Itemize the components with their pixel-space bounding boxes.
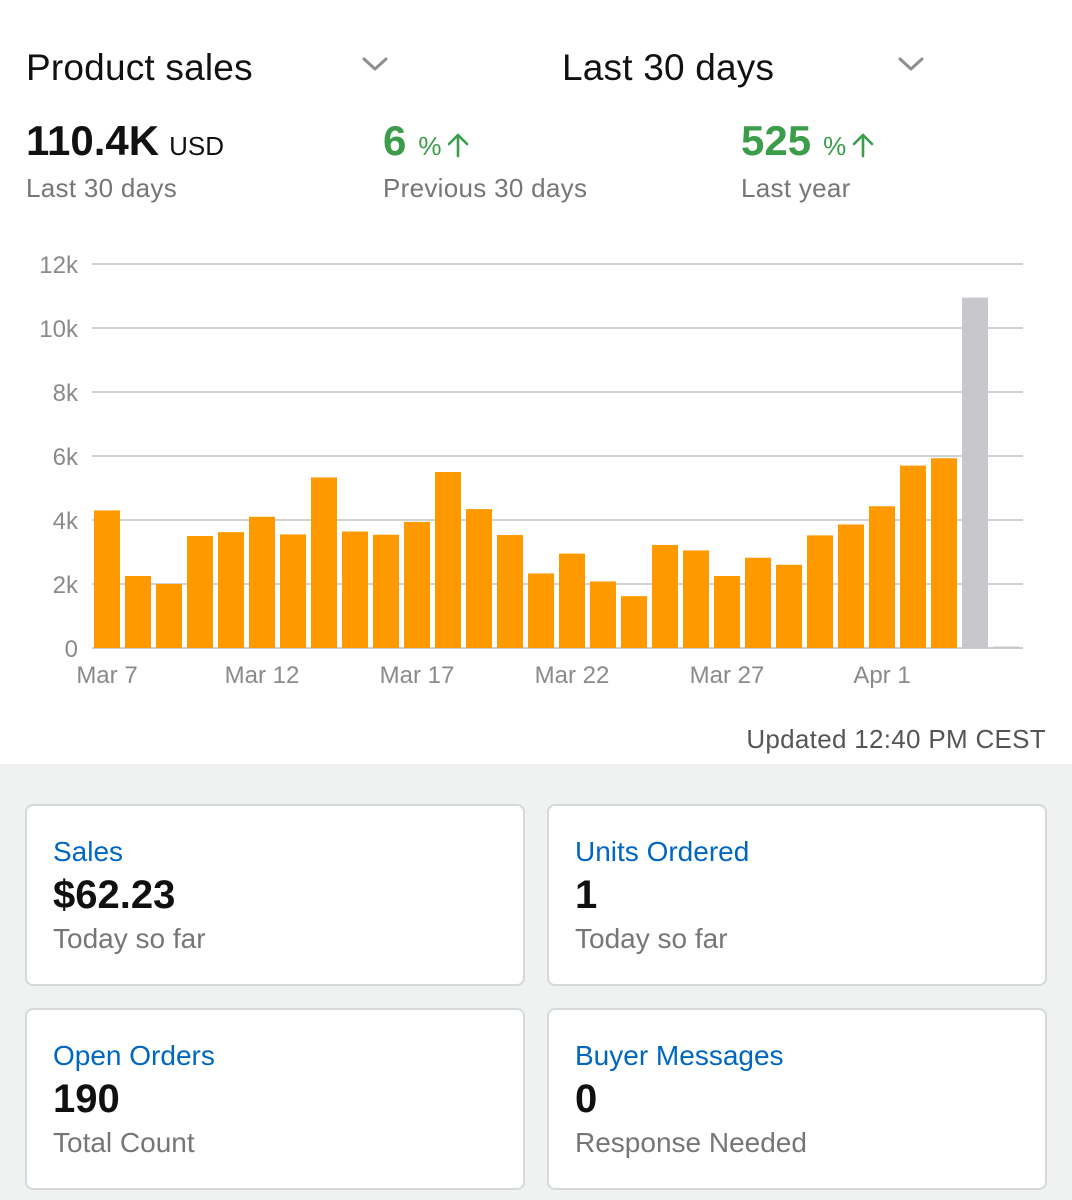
- arrow-up-icon: [448, 133, 469, 157]
- chart-bar-mar-25[interactable]: [652, 544, 678, 648]
- open-orders-card-value: 190: [53, 1077, 120, 1121]
- x-tick-label: Mar 7: [76, 662, 137, 689]
- chart-bar-apr-3[interactable]: [931, 458, 957, 648]
- date-range-dropdown-label: Last 30 days: [562, 47, 775, 88]
- buyer-messages-card-title: Buyer Messages: [575, 1040, 784, 1071]
- y-tick-label: 4k: [53, 508, 79, 535]
- chart-bar-mar-12[interactable]: [249, 516, 275, 648]
- y-tick-label: 8k: [53, 380, 79, 407]
- kpi-previous-label: Previous 30 days: [383, 173, 588, 203]
- x-tick-label: Mar 22: [535, 662, 610, 689]
- arrow-up-icon: [852, 133, 874, 157]
- date-range-dropdown[interactable]: Last 30 days: [562, 40, 932, 96]
- kpi-total-label: Last 30 days: [26, 173, 178, 203]
- kpi-total-value: 110.4K: [26, 117, 160, 164]
- chart-bar-mar-22[interactable]: [559, 553, 585, 648]
- units-ordered-card-title: Units Ordered: [575, 836, 750, 867]
- chart-bar-mar-13[interactable]: [280, 534, 306, 648]
- chart-bar-mar-14[interactable]: [311, 477, 337, 648]
- sales-card-subtitle: Today so far: [53, 923, 206, 954]
- metric-dropdown[interactable]: Product sales: [26, 40, 396, 96]
- chart-bar-mar-31[interactable]: [838, 524, 864, 648]
- kpi-previous-period: 6 % Previous 30 days: [383, 118, 587, 204]
- chart-bar-apr-1[interactable]: [869, 506, 895, 648]
- open-orders-card[interactable]: Open Orders 190 Total Count: [25, 1008, 525, 1190]
- chevron-down-icon: [362, 57, 388, 71]
- chart-bar-mar-17[interactable]: [404, 521, 430, 648]
- updated-timestamp: Updated 12:40 PM CEST: [746, 724, 1046, 754]
- kpi-last-year-value: 525: [741, 117, 812, 164]
- chart-bar-mar-26[interactable]: [683, 550, 709, 648]
- sales-card-title: Sales: [53, 836, 124, 867]
- kpi-total-value-row: 110.4K USD: [26, 118, 224, 169]
- chart-bar-apr-2[interactable]: [900, 465, 926, 648]
- buyer-messages-card[interactable]: Buyer Messages 0 Response Needed: [547, 1008, 1047, 1190]
- x-tick-label: Mar 17: [380, 662, 455, 689]
- summary-cards-area: Sales $62.23 Today so far Units Ordered …: [0, 764, 1072, 1200]
- chart-bar-mar-16[interactable]: [373, 534, 399, 648]
- chart-bar-mar-30[interactable]: [807, 535, 833, 648]
- y-tick-label: 6k: [53, 444, 79, 471]
- chart-y-axis-labels: 0 2k 4k 6k 8k 10k 12k: [39, 252, 79, 663]
- chart-bar-mar-23[interactable]: [590, 581, 616, 648]
- chart-bar-mar-11[interactable]: [218, 532, 244, 648]
- kpi-total-unit: USD: [169, 131, 225, 161]
- kpi-last-year-label: Last year: [741, 173, 851, 203]
- chart-bar-mar-15[interactable]: [342, 531, 368, 648]
- y-tick-label: 10k: [39, 316, 79, 343]
- x-tick-label: Mar 27: [690, 662, 765, 689]
- chart-bar-mar-19[interactable]: [466, 509, 492, 648]
- kpi-last-year-value-row: 525 %: [741, 118, 876, 169]
- chart-bar-apr-4[interactable]: [962, 297, 988, 648]
- sales-card-value: $62.23: [53, 873, 176, 917]
- chart-gridlines: [92, 263, 1023, 649]
- chart-bar-mar-18[interactable]: [435, 472, 461, 648]
- buyer-messages-card-subtitle: Response Needed: [575, 1127, 807, 1158]
- y-tick-label: 0: [65, 636, 78, 663]
- units-ordered-card[interactable]: Units Ordered 1 Today so far: [547, 804, 1047, 986]
- units-ordered-card-subtitle: Today so far: [575, 923, 728, 954]
- kpi-previous-value: 6: [383, 117, 407, 164]
- x-tick-label: Apr 1: [853, 662, 910, 689]
- chart-x-axis-labels: Mar 7 Mar 12 Mar 17 Mar 22 Mar 27 Apr 1: [76, 662, 910, 689]
- chart-bar-mar-24[interactable]: [621, 596, 647, 648]
- kpi-last-year-unit: %: [823, 131, 847, 161]
- x-tick-label: Mar 12: [225, 662, 300, 689]
- chart-bar-mar-28[interactable]: [745, 557, 771, 648]
- chart-bar-mar-20[interactable]: [497, 535, 523, 648]
- chart-bar-mar-29[interactable]: [776, 564, 802, 648]
- units-ordered-card-value: 1: [575, 873, 598, 917]
- chart-bar-mar-9[interactable]: [156, 584, 182, 648]
- chart-bar-mar-21[interactable]: [528, 573, 554, 648]
- sales-card[interactable]: Sales $62.23 Today so far: [25, 804, 525, 986]
- chart-bar-apr-5[interactable]: [993, 646, 1019, 649]
- open-orders-card-title: Open Orders: [53, 1040, 215, 1071]
- kpi-total-sales: 110.4K USD Last 30 days: [26, 118, 224, 204]
- kpi-last-year: 525 % Last year: [741, 118, 876, 204]
- chart-bars: [94, 297, 1019, 649]
- chart-bar-mar-10[interactable]: [187, 536, 213, 648]
- y-tick-label: 2k: [53, 572, 79, 599]
- dropdown-row: Product sales Last 30 days: [0, 40, 1072, 96]
- kpi-previous-value-row: 6 %: [383, 118, 587, 169]
- open-orders-card-subtitle: Total Count: [53, 1127, 195, 1158]
- chart-bar-mar-27[interactable]: [714, 576, 740, 648]
- chart-bar-mar-8[interactable]: [125, 576, 151, 648]
- chart-bar-mar-7[interactable]: [94, 510, 120, 648]
- kpi-previous-unit: %: [418, 131, 442, 161]
- metric-dropdown-label: Product sales: [26, 47, 253, 88]
- chevron-down-icon: [898, 57, 924, 71]
- buyer-messages-card-value: 0: [575, 1077, 598, 1121]
- y-tick-label: 12k: [39, 252, 79, 279]
